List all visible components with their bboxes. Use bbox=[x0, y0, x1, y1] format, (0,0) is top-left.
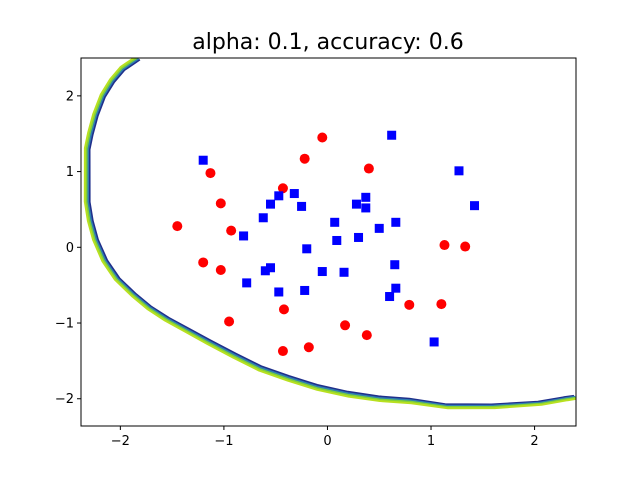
square-point-3 bbox=[454, 166, 464, 176]
axis-ticks: −2 −1 0 1 2 −2 −1 0 1 2 bbox=[55, 89, 539, 449]
square-point-24 bbox=[260, 266, 270, 276]
square-point-28 bbox=[391, 283, 401, 293]
square-point-6 bbox=[274, 191, 284, 201]
boundary-line-3 bbox=[85, 58, 576, 408]
y-tick-label: 2 bbox=[66, 89, 74, 104]
circle-point-19 bbox=[303, 342, 314, 353]
boundary-line-1 bbox=[88, 58, 575, 406]
square-point-16 bbox=[354, 232, 364, 242]
y-tick-label: −1 bbox=[55, 317, 74, 332]
square-point-11 bbox=[361, 203, 371, 213]
circle-point-13 bbox=[224, 316, 235, 327]
square-point-4 bbox=[470, 201, 480, 211]
circle-point-11 bbox=[439, 240, 450, 251]
circle-point-8 bbox=[226, 225, 237, 236]
x-tick-label: −1 bbox=[214, 434, 233, 449]
x-tick-label: 0 bbox=[323, 434, 331, 449]
square-point-19 bbox=[302, 244, 312, 254]
square-point-23 bbox=[266, 263, 276, 273]
circle-point-20 bbox=[277, 346, 288, 357]
circle-point-18 bbox=[361, 330, 372, 341]
square-point-27 bbox=[300, 285, 310, 295]
circle-point-15 bbox=[404, 299, 415, 310]
square-point-20 bbox=[317, 267, 327, 277]
square-point-10 bbox=[361, 192, 371, 202]
square-point-2 bbox=[387, 130, 397, 140]
y-tick-label: −2 bbox=[55, 392, 74, 407]
square-point-25 bbox=[242, 278, 252, 288]
square-point-26 bbox=[274, 287, 284, 297]
square-point-9 bbox=[258, 213, 268, 223]
circle-point-16 bbox=[436, 299, 447, 310]
circle-point-17 bbox=[340, 320, 351, 331]
circle-point-1 bbox=[317, 132, 328, 143]
square-point-18 bbox=[239, 231, 249, 241]
y-tick-label: 0 bbox=[66, 241, 74, 256]
square-point-30 bbox=[429, 337, 439, 347]
circle-point-12 bbox=[460, 241, 471, 252]
boundary-line-2 bbox=[87, 58, 576, 407]
data-points bbox=[172, 130, 480, 357]
circle-point-2 bbox=[363, 163, 374, 174]
square-point-22 bbox=[390, 260, 400, 270]
square-point-21 bbox=[339, 267, 349, 277]
chart-title: alpha: 0.1, accuracy: 0.6 bbox=[192, 30, 463, 55]
square-point-14 bbox=[391, 217, 401, 227]
square-point-7 bbox=[297, 201, 307, 211]
decision-boundary bbox=[83, 58, 576, 410]
square-point-8 bbox=[266, 199, 276, 209]
square-point-15 bbox=[374, 223, 384, 233]
square-point-1 bbox=[198, 155, 208, 165]
x-tick-label: 2 bbox=[530, 434, 538, 449]
circle-point-4 bbox=[205, 168, 216, 179]
x-tick-label: −2 bbox=[111, 434, 130, 449]
square-point-5 bbox=[289, 189, 299, 199]
circle-point-10 bbox=[215, 265, 226, 276]
boundary-line-4 bbox=[83, 58, 576, 410]
circle-point-5 bbox=[215, 198, 226, 209]
square-point-13 bbox=[330, 217, 340, 227]
x-tick-label: 1 bbox=[427, 434, 435, 449]
circle-point-7 bbox=[172, 221, 183, 232]
circle-point-14 bbox=[278, 304, 289, 315]
circle-point-9 bbox=[198, 257, 209, 268]
square-point-12 bbox=[351, 199, 361, 209]
square-point-17 bbox=[332, 235, 342, 245]
square-point-29 bbox=[385, 292, 395, 302]
circle-point-6 bbox=[277, 183, 288, 194]
y-tick-label: 1 bbox=[66, 165, 74, 180]
circle-point-3 bbox=[299, 153, 310, 164]
plot-frame bbox=[80, 57, 577, 427]
